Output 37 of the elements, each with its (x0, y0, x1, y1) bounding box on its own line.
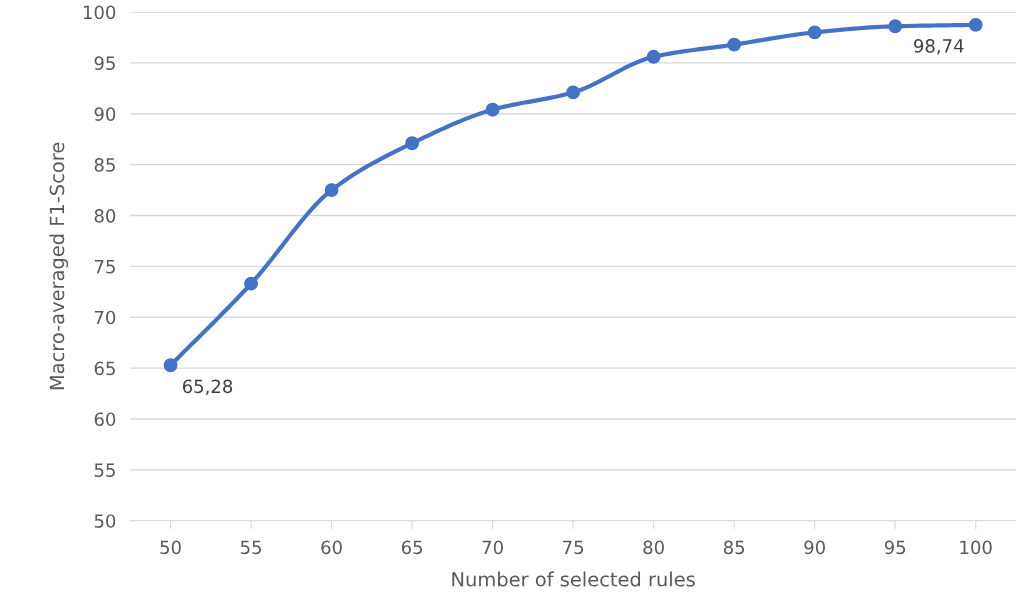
x-tick-label: 70 (482, 540, 503, 555)
point (163, 358, 178, 373)
point (888, 19, 903, 34)
y-tick-label: 75 (94, 260, 115, 274)
x-tick-label: 60 (321, 540, 342, 555)
x-tick-label: 95 (884, 540, 906, 555)
x-tick-label: 100 (960, 540, 992, 555)
y-tick-label: 65 (94, 361, 115, 376)
y-tick-label: 90 (94, 107, 116, 121)
x-tick-label: 80 (643, 540, 664, 555)
y-tick-label: 55 (94, 463, 115, 477)
y-tick-label: 95 (94, 56, 115, 71)
point (244, 276, 259, 291)
point (727, 37, 742, 52)
y-tick-label: 70 (94, 310, 116, 325)
x-tick-label: 90 (804, 540, 825, 555)
point (405, 136, 420, 151)
point (485, 102, 500, 117)
y-tick-label: 85 (94, 158, 115, 172)
y-axis-title: Macro-averaged F1-Score (49, 142, 69, 390)
point (646, 49, 661, 64)
point (566, 85, 581, 100)
x-tick-label: 50 (160, 540, 181, 555)
point (968, 17, 983, 32)
y-tick-label: 60 (94, 412, 116, 427)
data-label: 65,28 (182, 379, 233, 395)
data-label: 98,74 (914, 39, 964, 55)
y-tick-label: 50 (94, 514, 116, 528)
x-tick-label: 75 (563, 540, 584, 555)
y-tick-label: 100 (83, 5, 116, 20)
x-axis-title: Number of selected rules (452, 571, 695, 587)
y-tick-label: 80 (94, 208, 116, 223)
point (324, 183, 339, 198)
x-tick-label: 55 (240, 540, 261, 555)
x-tick-label: 85 (723, 540, 745, 555)
x-tick-label: 65 (401, 540, 423, 555)
point (807, 25, 822, 40)
